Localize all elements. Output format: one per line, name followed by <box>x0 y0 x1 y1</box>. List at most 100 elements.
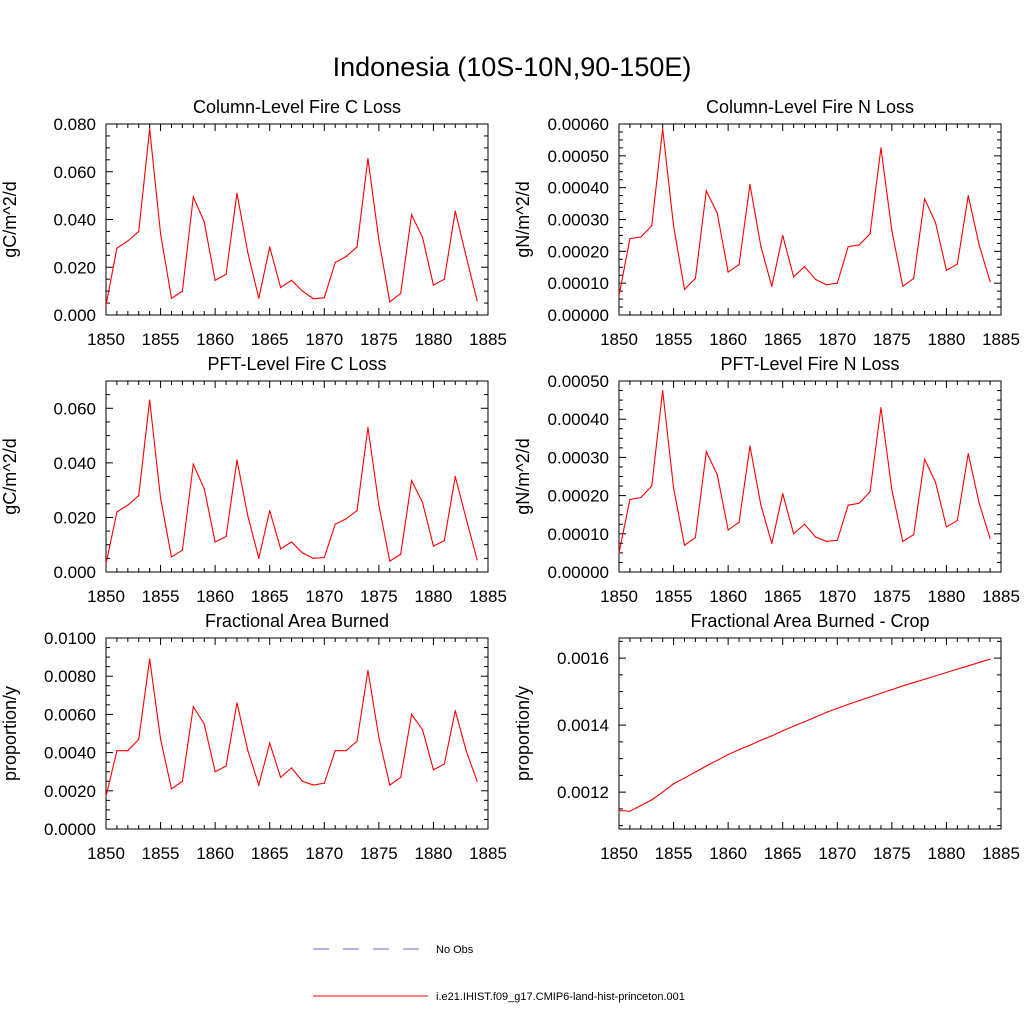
x-tick-label: 1850 <box>600 587 638 606</box>
x-tick-label: 1875 <box>360 844 398 863</box>
x-tick-label: 1855 <box>655 844 693 863</box>
x-tick-label: 1870 <box>305 330 343 349</box>
data-point <box>149 128 151 130</box>
data-point <box>269 246 271 248</box>
data-point <box>203 488 205 490</box>
x-tick-label: 1860 <box>196 844 234 863</box>
data-point <box>116 511 118 513</box>
data-point <box>869 491 871 493</box>
y-tick-label: 0.00010 <box>548 274 609 293</box>
data-point <box>323 782 325 784</box>
data-point <box>225 535 227 538</box>
y-tick-label: 0.00000 <box>548 563 609 582</box>
x-tick-label: 1875 <box>360 587 398 606</box>
x-tick-label: 1870 <box>305 587 343 606</box>
data-point <box>312 298 314 300</box>
data-point <box>934 222 937 224</box>
data-point <box>858 244 860 246</box>
figure-title: Indonesia (10S-10N,90-150E) <box>333 52 692 82</box>
x-tick-label: 1885 <box>982 330 1020 349</box>
x-tick-label: 1880 <box>928 330 966 349</box>
data-point <box>301 780 304 782</box>
data-point <box>814 716 817 718</box>
data-point <box>105 795 107 798</box>
data-point <box>858 502 860 504</box>
data-point <box>967 665 969 667</box>
x-tick-label: 1855 <box>655 330 693 349</box>
data-point <box>465 750 467 752</box>
data-point <box>738 748 740 751</box>
panel-title: Column-Level Fire N Loss <box>706 97 914 117</box>
data-point <box>476 559 478 561</box>
data-point <box>727 529 729 531</box>
x-tick-label: 1880 <box>928 587 966 606</box>
chart-panel-5: 1850 1855 1860 1865 1870 1875 1880 1885 0.0000 0.… <box>0 611 507 863</box>
data-point <box>389 560 391 562</box>
x-tick-label: 1855 <box>142 587 180 606</box>
data-point <box>170 297 173 299</box>
data-point <box>978 661 980 664</box>
data-point <box>400 776 402 779</box>
data-point <box>192 196 194 198</box>
y-axis-label: proportion/y <box>0 686 20 781</box>
data-point <box>738 264 740 266</box>
x-tick-label: 1865 <box>764 587 802 606</box>
data-point <box>618 809 620 812</box>
data-point <box>760 504 762 506</box>
data-point <box>651 225 653 227</box>
data-point <box>170 788 173 790</box>
data-point <box>454 475 456 478</box>
chart-panel-3: 1850 1855 1860 1865 1870 1875 1880 1885 0.000 0.0… <box>0 354 507 606</box>
data-point <box>345 255 347 258</box>
data-point <box>323 297 325 299</box>
data-point <box>913 681 915 684</box>
data-point <box>727 754 729 756</box>
legend: No Obs i.e21.IHIST.f09_g17.CMIP6-land-hi… <box>313 944 685 1003</box>
y-axis-label: gN/m^2/d <box>513 181 533 257</box>
data-point <box>683 288 686 291</box>
x-tick-label: 1885 <box>982 587 1020 606</box>
y-tick-label: 0.00050 <box>548 372 609 391</box>
data-point <box>159 233 162 235</box>
x-tick-label: 1875 <box>360 330 398 349</box>
data-point <box>159 497 162 499</box>
data-point <box>258 784 260 786</box>
data-point <box>924 198 926 200</box>
data-point <box>967 195 969 197</box>
data-point <box>760 739 762 741</box>
chart-panel-4: 1850 1855 1860 1865 1870 1875 1880 1885 0.00000 0… <box>513 354 1020 606</box>
data-point <box>913 533 915 536</box>
x-tick-label: 1865 <box>251 844 289 863</box>
data-point <box>705 451 707 453</box>
data-point <box>716 473 718 476</box>
data-point <box>869 696 871 698</box>
chart-panel-1: 1850 1855 1860 1865 1870 1875 1880 1885 0.000 0.0… <box>0 97 507 349</box>
x-tick-label: 1875 <box>873 587 911 606</box>
legend-model-label: i.e21.IHIST.f09_g17.CMIP6-land-hist-prin… <box>436 991 685 1003</box>
data-point <box>716 212 718 214</box>
data-point <box>989 280 991 283</box>
data-point <box>793 276 795 278</box>
x-tick-label: 1870 <box>818 844 856 863</box>
data-point <box>651 799 653 801</box>
data-point <box>989 537 991 539</box>
data-point <box>116 750 118 752</box>
y-tick-label: 0.020 <box>53 508 96 527</box>
series-line <box>618 390 991 554</box>
data-point <box>116 247 118 249</box>
y-tick-label: 0.0060 <box>44 705 96 724</box>
data-point <box>880 692 882 694</box>
data-point <box>880 407 882 409</box>
data-point <box>476 780 478 782</box>
data-point <box>836 539 838 541</box>
series-line <box>105 128 478 306</box>
data-point <box>662 128 664 130</box>
y-tick-label: 0.00040 <box>548 410 609 429</box>
data-point <box>290 541 293 543</box>
x-tick-label: 1850 <box>600 330 638 349</box>
y-tick-label: 0.0012 <box>557 783 609 802</box>
x-tick-label: 1865 <box>251 587 289 606</box>
data-point <box>290 767 293 769</box>
data-point <box>891 230 893 232</box>
data-point <box>825 284 827 286</box>
